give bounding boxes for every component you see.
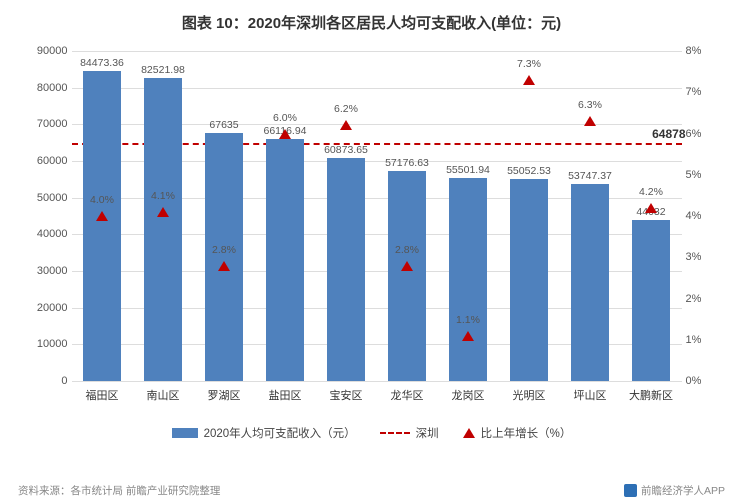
bar-slot: 66116.946.0%盐田区 [255, 51, 316, 381]
x-category-label: 盐田区 [255, 387, 316, 403]
x-category-label: 龙华区 [377, 387, 438, 403]
y-right-tick-label: 1% [686, 334, 716, 346]
growth-marker-label: 2.8% [395, 244, 419, 256]
bar [266, 139, 304, 381]
growth-marker-icon [462, 331, 474, 341]
growth-marker-label: 6.0% [273, 112, 297, 124]
bar-value-label: 82521.98 [123, 64, 203, 76]
bar [571, 184, 609, 381]
y-left-tick-label: 0 [24, 375, 68, 387]
x-category-label: 罗湖区 [194, 387, 255, 403]
bar [388, 171, 426, 381]
legend-item-bar: 2020年人均可支配收入（元） [172, 425, 356, 441]
y-left-tick-label: 60000 [24, 155, 68, 167]
y-left-tick-label: 80000 [24, 82, 68, 94]
legend: 2020年人均可支配收入（元） 深圳 比上年增长（%） [0, 425, 743, 441]
gridline [72, 381, 682, 382]
legend-label-marker: 比上年增长（%） [481, 425, 572, 441]
bar [205, 133, 243, 381]
legend-label-ref: 深圳 [416, 425, 439, 441]
y-right-tick-label: 0% [686, 375, 716, 387]
y-left-tick-label: 30000 [24, 265, 68, 277]
legend-swatch-line [380, 432, 410, 434]
bar-slot: 55501.941.1%龙岗区 [438, 51, 499, 381]
plot-region: 0100002000030000400005000060000700008000… [72, 51, 682, 381]
growth-marker-label: 4.1% [151, 190, 175, 202]
bar-slot: 55052.537.3%光明区 [499, 51, 560, 381]
x-category-label: 光明区 [499, 387, 560, 403]
y-right-tick-label: 8% [686, 45, 716, 57]
growth-marker-icon [96, 211, 108, 221]
bar-value-label: 60873.65 [306, 144, 386, 156]
bar [83, 71, 121, 381]
bar [510, 179, 548, 381]
growth-marker-label: 2.8% [212, 244, 236, 256]
growth-marker-icon [157, 207, 169, 217]
growth-marker-icon [340, 120, 352, 130]
bar-slot: 676352.8%罗湖区 [194, 51, 255, 381]
bar [449, 178, 487, 382]
growth-marker-label: 1.1% [456, 314, 480, 326]
bar [327, 158, 365, 381]
growth-marker-label: 6.3% [578, 99, 602, 111]
bar-slot: 57176.632.8%龙华区 [377, 51, 438, 381]
x-category-label: 南山区 [133, 387, 194, 403]
legend-item-marker: 比上年增长（%） [463, 425, 572, 441]
growth-marker-label: 4.0% [90, 194, 114, 206]
source-text: 资料来源：各市统计局 前瞻产业研究院整理 [18, 483, 220, 498]
growth-marker-label: 6.2% [334, 103, 358, 115]
bar-slot: 60873.656.2%宝安区 [316, 51, 377, 381]
y-left-tick-label: 20000 [24, 302, 68, 314]
y-right-tick-label: 2% [686, 293, 716, 305]
y-left-tick-label: 10000 [24, 338, 68, 350]
growth-marker-icon [645, 203, 657, 213]
y-right-tick-label: 7% [686, 86, 716, 98]
x-category-label: 宝安区 [316, 387, 377, 403]
bar [144, 78, 182, 381]
growth-marker-label: 7.3% [517, 58, 541, 70]
bar-slot: 82521.984.1%南山区 [133, 51, 194, 381]
legend-item-ref: 深圳 [380, 425, 439, 441]
y-left-tick-label: 70000 [24, 118, 68, 130]
growth-marker-icon [218, 261, 230, 271]
footer: 资料来源：各市统计局 前瞻产业研究院整理 前瞻经济学人APP [18, 483, 725, 498]
x-category-label: 大鹏新区 [621, 387, 682, 403]
growth-marker-icon [279, 129, 291, 139]
growth-marker-icon [401, 261, 413, 271]
growth-marker-icon [584, 116, 596, 126]
y-left-tick-label: 40000 [24, 228, 68, 240]
chart-title: 图表 10：2020年深圳各区居民人均可支配收入(单位：元) [0, 0, 743, 41]
x-category-label: 龙岗区 [438, 387, 499, 403]
brand: 前瞻经济学人APP [624, 483, 725, 498]
x-category-label: 坪山区 [560, 387, 621, 403]
legend-swatch-triangle [463, 428, 475, 438]
y-left-tick-label: 90000 [24, 45, 68, 57]
legend-label-bar: 2020年人均可支配收入（元） [204, 425, 356, 441]
x-category-label: 福田区 [72, 387, 133, 403]
bar-slot: 440324.2%大鹏新区 [621, 51, 682, 381]
legend-swatch-bar [172, 428, 198, 438]
y-left-tick-label: 50000 [24, 192, 68, 204]
y-right-tick-label: 3% [686, 251, 716, 263]
bar-slot: 84473.364.0%福田区 [72, 51, 133, 381]
brand-text: 前瞻经济学人APP [641, 483, 725, 498]
y-right-tick-label: 5% [686, 169, 716, 181]
growth-marker-label: 4.2% [639, 186, 663, 198]
y-right-tick-label: 6% [686, 128, 716, 140]
brand-logo-icon [624, 484, 637, 497]
bar [632, 220, 670, 381]
bars-container: 84473.364.0%福田区82521.984.1%南山区676352.8%罗… [72, 51, 682, 381]
chart-area: 0 10000 20000 30000 40000 50000 60000 70000 8000… [22, 41, 722, 421]
growth-marker-icon [523, 75, 535, 85]
bar-value-label: 53747.37 [550, 170, 630, 182]
